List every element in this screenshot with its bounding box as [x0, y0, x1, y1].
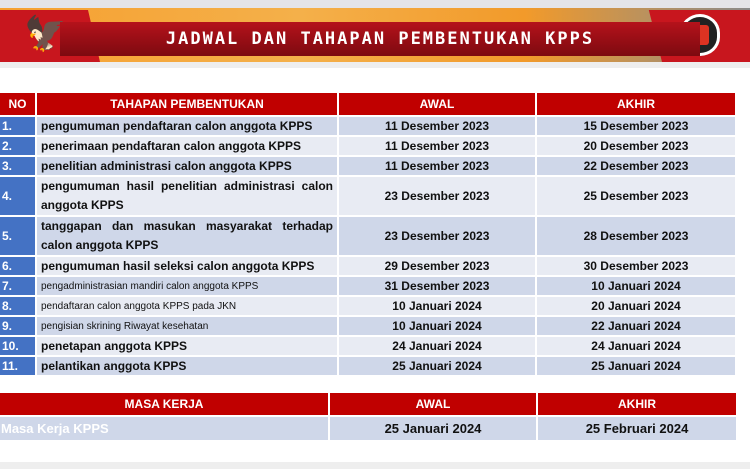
cell-no: 11.: [0, 357, 35, 375]
cell-awal: 11 Desember 2023: [339, 117, 535, 135]
cell-akhir: 20 Desember 2023: [537, 137, 735, 155]
cell-akhir: 28 Desember 2023: [537, 217, 735, 255]
cell-no: 1.: [0, 117, 35, 135]
cell-no: 4.: [0, 177, 35, 215]
cell-no: 5.: [0, 217, 35, 255]
col-no: NO: [0, 93, 35, 115]
cell-awal: 23 Desember 2023: [339, 177, 535, 215]
table-row: 7. pengadministrasian mandiri calon anggo…: [0, 277, 735, 295]
cell-no: 2.: [0, 137, 35, 155]
cell-tahapan: pengadministrasian mandiri calon anggota…: [37, 277, 337, 295]
table-row: Masa Kerja KPPS 25 Januari 2024 25 Febru…: [0, 417, 736, 440]
cell-no: 7.: [0, 277, 35, 295]
garuda-emblem-icon: 🦅: [24, 15, 67, 53]
top-bar: [0, 0, 750, 8]
page-title: JADWAL DAN TAHAPAN PEMBENTUKAN KPPS: [165, 29, 595, 49]
cell-awal: 31 Desember 2023: [339, 277, 535, 295]
bottom-bar: [0, 462, 750, 469]
col-masa-kerja: MASA KERJA: [0, 393, 328, 415]
cell-awal: 25 Januari 2024: [339, 357, 535, 375]
cell-akhir: 10 Januari 2024: [537, 277, 735, 295]
cell-tahapan: pendaftaran calon anggota KPPS pada JKN: [37, 297, 337, 315]
cell-awal: 10 Januari 2024: [339, 317, 535, 335]
masa-kerja-table: MASA KERJA AWAL AKHIR Masa Kerja KPPS 25…: [0, 391, 738, 442]
table-row: 11. pelantikan anggota KPPS 25 Januari 202…: [0, 357, 735, 375]
cell-akhir: 25 Desember 2023: [537, 177, 735, 215]
cell-akhir: 22 Januari 2024: [537, 317, 735, 335]
table-row: 9. pengisian skrining Riwayat kesehatan 10…: [0, 317, 735, 335]
masa-kerja-akhir: 25 Februari 2024: [538, 417, 736, 440]
table-row: 3. penelitian administrasi calon anggota …: [0, 157, 735, 175]
schedule-table: NO TAHAPAN PEMBENTUKAN AWAL AKHIR 1. peng…: [0, 91, 737, 377]
table-row: 5. tanggapan dan masukan masyarakat terha…: [0, 217, 735, 255]
cell-tahapan: tanggapan dan masukan masyarakat terhada…: [37, 217, 337, 255]
cell-tahapan: pengisian skrining Riwayat kesehatan: [37, 317, 337, 335]
cell-no: 9.: [0, 317, 35, 335]
title-banner: JADWAL DAN TAHAPAN PEMBENTUKAN KPPS: [60, 22, 700, 56]
divider: [0, 62, 750, 68]
cell-tahapan: penetapan anggota KPPS: [37, 337, 337, 355]
cell-tahapan: pelantikan anggota KPPS: [37, 357, 337, 375]
masa-kerja-header: MASA KERJA AWAL AKHIR: [0, 393, 736, 415]
cell-akhir: 22 Desember 2023: [537, 157, 735, 175]
col-akhir: AKHIR: [538, 393, 736, 415]
cell-akhir: 24 Januari 2024: [537, 337, 735, 355]
cell-tahapan: penelitian administrasi calon anggota KP…: [37, 157, 337, 175]
cell-awal: 11 Desember 2023: [339, 157, 535, 175]
cell-no: 6.: [0, 257, 35, 275]
masa-kerja-awal: 25 Januari 2024: [330, 417, 536, 440]
cell-awal: 11 Desember 2023: [339, 137, 535, 155]
table-row: 10. penetapan anggota KPPS 24 Januari 2024…: [0, 337, 735, 355]
cell-tahapan: pengumuman pendaftaran calon anggota KPP…: [37, 117, 337, 135]
cell-tahapan: pengumuman hasil seleksi calon anggota K…: [37, 257, 337, 275]
masa-kerja-label: Masa Kerja KPPS: [0, 417, 328, 440]
col-awal: AWAL: [339, 93, 535, 115]
cell-tahapan: penerimaan pendaftaran calon anggota KPP…: [37, 137, 337, 155]
table-header: NO TAHAPAN PEMBENTUKAN AWAL AKHIR: [0, 93, 735, 115]
table-row: 2. penerimaan pendaftaran calon anggota K…: [0, 137, 735, 155]
cell-no: 3.: [0, 157, 35, 175]
cell-tahapan: pengumuman hasil penelitian administrasi…: [37, 177, 337, 215]
cell-awal: 29 Desember 2023: [339, 257, 535, 275]
cell-akhir: 20 Januari 2024: [537, 297, 735, 315]
cell-akhir: 25 Januari 2024: [537, 357, 735, 375]
cell-awal: 23 Desember 2023: [339, 217, 535, 255]
cell-no: 10.: [0, 337, 35, 355]
col-tahapan: TAHAPAN PEMBENTUKAN: [37, 93, 337, 115]
table-row: 1. pengumuman pendaftaran calon anggota K…: [0, 117, 735, 135]
cell-awal: 10 Januari 2024: [339, 297, 535, 315]
col-awal: AWAL: [330, 393, 536, 415]
table-row: 4. pengumuman hasil penelitian administra…: [0, 177, 735, 215]
cell-akhir: 15 Desember 2023: [537, 117, 735, 135]
table-row: 8. pendaftaran calon anggota KPPS pada JK…: [0, 297, 735, 315]
cell-no: 8.: [0, 297, 35, 315]
cell-akhir: 30 Desember 2023: [537, 257, 735, 275]
col-akhir: AKHIR: [537, 93, 735, 115]
table-row: 6. pengumuman hasil seleksi calon anggota…: [0, 257, 735, 275]
cell-awal: 24 Januari 2024: [339, 337, 535, 355]
